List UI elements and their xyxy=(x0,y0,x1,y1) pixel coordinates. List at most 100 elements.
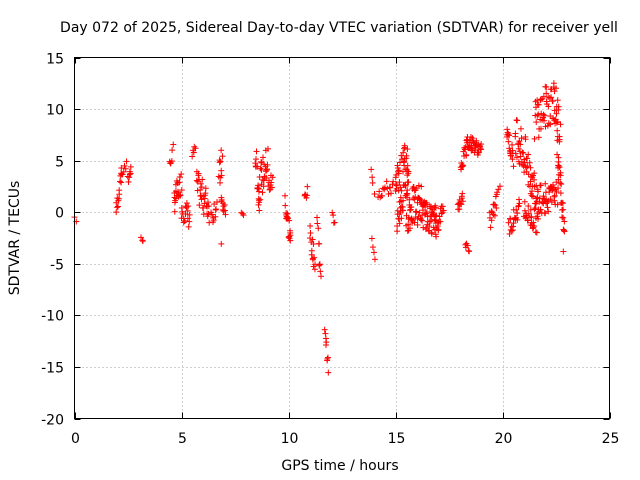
data-point xyxy=(395,167,402,174)
data-point xyxy=(406,207,413,214)
data-point xyxy=(517,125,524,132)
data-point xyxy=(178,171,185,178)
data-point xyxy=(433,212,440,219)
data-point xyxy=(528,213,535,220)
data-point xyxy=(521,198,528,205)
data-point xyxy=(541,117,548,124)
data-point xyxy=(478,141,485,148)
data-point xyxy=(176,179,183,186)
data-point xyxy=(540,193,547,200)
data-point xyxy=(543,84,550,91)
data-point xyxy=(556,133,563,140)
data-point xyxy=(435,227,442,234)
data-point xyxy=(559,200,566,207)
data-point xyxy=(385,190,392,197)
data-point xyxy=(408,204,415,211)
data-point xyxy=(117,178,124,185)
data-point xyxy=(256,174,263,181)
data-point xyxy=(376,188,383,195)
data-point xyxy=(558,199,565,206)
data-point xyxy=(514,216,521,223)
data-point xyxy=(533,119,540,126)
data-point xyxy=(514,117,521,124)
data-point xyxy=(369,179,376,186)
data-point xyxy=(127,170,134,177)
data-point xyxy=(322,330,329,337)
data-point xyxy=(557,121,564,128)
data-point xyxy=(127,163,134,170)
y-tick-label: -15 xyxy=(41,361,64,377)
data-point xyxy=(396,220,403,227)
data-point xyxy=(527,164,534,171)
data-point xyxy=(209,211,216,218)
data-point xyxy=(547,196,554,203)
data-point xyxy=(379,192,386,199)
data-point xyxy=(509,141,516,148)
data-point xyxy=(396,179,403,186)
data-point xyxy=(177,192,184,199)
data-point xyxy=(182,211,189,218)
data-point xyxy=(255,182,262,189)
data-point xyxy=(491,212,498,219)
data-point xyxy=(554,97,561,104)
data-point xyxy=(189,153,196,160)
data-point xyxy=(554,151,561,158)
data-point xyxy=(324,354,331,361)
data-point xyxy=(286,233,293,240)
data-point xyxy=(512,150,519,157)
data-point xyxy=(309,236,316,243)
data-point xyxy=(504,126,511,133)
data-point xyxy=(307,235,314,242)
data-point xyxy=(525,217,532,224)
data-point xyxy=(221,201,228,208)
data-point xyxy=(551,88,558,95)
data-point xyxy=(123,158,130,165)
data-point xyxy=(120,168,127,175)
data-point xyxy=(287,232,294,239)
data-point xyxy=(507,215,514,222)
data-point xyxy=(440,207,447,214)
data-point xyxy=(324,357,331,364)
data-point xyxy=(239,210,246,217)
y-tick-label: 15 xyxy=(46,52,64,68)
data-point xyxy=(506,230,513,237)
data-point xyxy=(325,369,332,376)
data-point xyxy=(115,203,122,210)
data-point xyxy=(520,150,527,157)
data-point xyxy=(533,229,540,236)
data-point xyxy=(190,149,197,156)
data-point xyxy=(561,218,568,225)
data-point xyxy=(554,201,561,208)
data-point xyxy=(413,209,420,216)
data-point xyxy=(477,145,484,152)
data-point xyxy=(304,192,311,199)
data-point xyxy=(528,188,535,195)
data-point xyxy=(561,228,568,235)
data-point xyxy=(220,208,227,215)
data-point xyxy=(257,165,264,172)
data-point xyxy=(514,210,521,217)
data-point xyxy=(537,96,544,103)
data-point xyxy=(178,187,185,194)
data-point xyxy=(439,203,446,210)
data-point xyxy=(464,242,471,249)
data-point xyxy=(185,203,192,210)
data-point xyxy=(521,159,528,166)
data-point xyxy=(519,149,526,156)
data-point xyxy=(504,129,511,136)
data-point xyxy=(459,198,466,205)
data-point xyxy=(419,212,426,219)
data-point xyxy=(402,182,409,189)
data-point xyxy=(212,213,219,220)
data-point xyxy=(556,164,563,171)
data-point xyxy=(287,237,294,244)
data-point xyxy=(530,193,537,200)
data-point xyxy=(525,210,532,217)
data-point xyxy=(515,196,522,203)
data-point xyxy=(316,262,323,269)
data-point xyxy=(555,162,562,169)
data-point xyxy=(405,168,412,175)
data-point xyxy=(217,179,224,186)
data-point xyxy=(459,190,466,197)
data-point xyxy=(534,213,541,220)
